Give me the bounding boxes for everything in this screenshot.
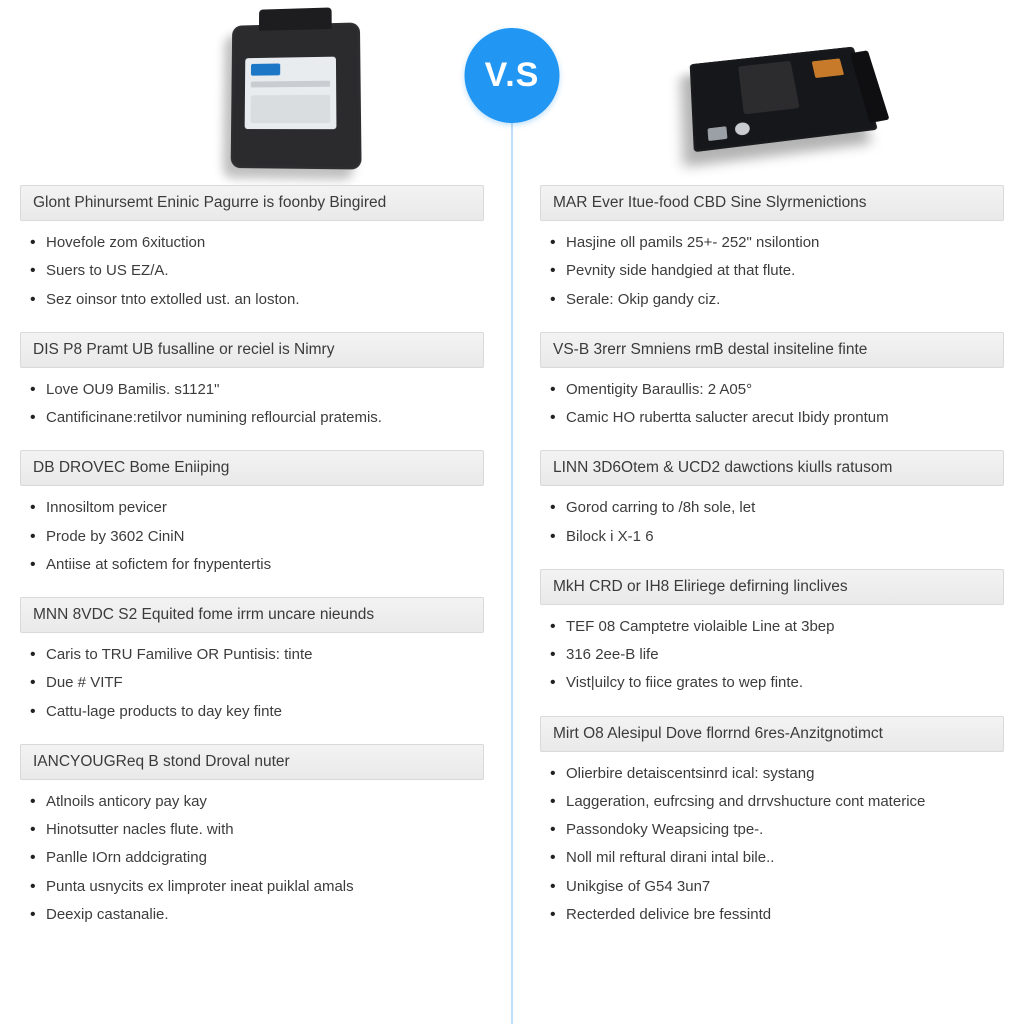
left-section-2: DB DROVEC Bome Eniiping Innosiltom pevic…	[20, 450, 484, 589]
list-item: Cantificinane:retilvor numining reflourc…	[24, 404, 480, 432]
section-header: Glont Phinursemt Eninic Pagurre is foonb…	[20, 185, 484, 221]
left-section-1: DIS P8 Pramt UB fusalline or reciel is N…	[20, 332, 484, 443]
list-item: Hinotsutter nacles flute. with	[24, 816, 480, 844]
section-header: MkH CRD or IH8 Eliriege defirning lincli…	[540, 569, 1004, 605]
right-column: MAR Ever Itue-food CBD Sine Slyrmenictio…	[512, 185, 1024, 1024]
section-header: Mirt O8 Alesipul Dove florrnd 6res-Anzit…	[540, 716, 1004, 752]
list-item: Prode by 3602 CiniN	[24, 523, 480, 551]
bullet-list: Love OU9 Bamilis. s1121" Cantificinane:r…	[20, 368, 484, 443]
list-item: Love OU9 Bamilis. s1121"	[24, 376, 480, 404]
bullet-list: Hasjine oll pamils 25+- 252" nsilontion …	[540, 221, 1004, 324]
right-section-4: Mirt O8 Alesipul Dove florrnd 6res-Anzit…	[540, 716, 1004, 940]
section-header: LINN 3D6Otem & UCD2 dawctions kiulls rat…	[540, 450, 1004, 486]
list-item: Unikgise of G54 3un7	[544, 873, 1000, 901]
bullet-list: Atlnoils anticory pay kay Hinotsutter na…	[20, 780, 484, 939]
section-header: IANCYOUGReq B stond Droval nuter	[20, 744, 484, 780]
left-section-0: Glont Phinursemt Eninic Pagurre is foonb…	[20, 185, 484, 324]
left-section-4: IANCYOUGReq B stond Droval nuter Atlnoil…	[20, 744, 484, 939]
list-item: Noll mil reftural dirani intal bile..	[544, 844, 1000, 872]
bullet-list: Hovefole zom 6xituction Suers to US EZ/A…	[20, 221, 484, 324]
right-section-3: MkH CRD or IH8 Eliriege defirning lincli…	[540, 569, 1004, 708]
bullet-list: Caris to TRU Familive OR Puntisis: tinte…	[20, 633, 484, 736]
section-header: DB DROVEC Bome Eniiping	[20, 450, 484, 486]
list-item: Panlle IOrn addcigrating	[24, 844, 480, 872]
bullet-list: Omentigity Baraullis: 2 A05° Camic HO ru…	[540, 368, 1004, 443]
list-item: Innosiltom pevicer	[24, 494, 480, 522]
list-item: Sez oinsor tnto extolled ust. an loston.	[24, 286, 480, 314]
versus-badge: V.S	[465, 28, 560, 123]
section-header: VS-B 3rerr Smniens rmB destal insiteline…	[540, 332, 1004, 368]
left-column: Glont Phinursemt Eninic Pagurre is foonb…	[0, 185, 512, 1024]
list-item: Omentigity Baraullis: 2 A05°	[544, 376, 1000, 404]
left-section-3: MNN 8VDC S2 Equited fome irrm uncare nie…	[20, 597, 484, 736]
right-product-image-slot	[669, 10, 889, 180]
section-header: MAR Ever Itue-food CBD Sine Slyrmenictio…	[540, 185, 1004, 221]
device-label-panel	[245, 56, 337, 129]
list-item: Deexip castanalie.	[24, 901, 480, 929]
comparison-columns: Glont Phinursemt Eninic Pagurre is foonb…	[0, 185, 1024, 1024]
list-item: Suers to US EZ/A.	[24, 257, 480, 285]
right-section-1: VS-B 3rerr Smniens rmB destal insiteline…	[540, 332, 1004, 443]
bullet-list: Innosiltom pevicer Prode by 3602 CiniN A…	[20, 486, 484, 589]
list-item: Gorod carring to /8h sole, let	[544, 494, 1000, 522]
bullet-list: TEF 08 Camptetre violaible Line at 3bep …	[540, 605, 1004, 708]
list-item: Due # VITF	[24, 669, 480, 697]
list-item: Serale: Okip gandy ciz.	[544, 286, 1000, 314]
list-item: Passondoky Weapsicing tpe-.	[544, 816, 1000, 844]
list-item: Cattu-lage products to day key finte	[24, 698, 480, 726]
list-item: Camic HO rubertta salucter arecut Ibidy …	[544, 404, 1000, 432]
list-item: Atlnoils anticory pay kay	[24, 788, 480, 816]
list-item: Antiise at sofictem for fnypentertis	[24, 551, 480, 579]
list-item: Recterded delivice bre fessintd	[544, 901, 1000, 929]
versus-text: V.S	[485, 56, 540, 95]
list-item: Laggeration, eufrcsing and drrvshucture …	[544, 788, 1000, 816]
comparison-header-area: V.S	[0, 0, 1024, 185]
obd-adapter-illustration	[231, 22, 362, 169]
list-item: Punta usnycits ex limproter ineat puikla…	[24, 873, 480, 901]
bullet-list: Olierbire detaiscentsinrd ical: systang …	[540, 752, 1004, 940]
left-product-image-slot	[185, 10, 405, 180]
bullet-list: Gorod carring to /8h sole, let Bilock i …	[540, 486, 1004, 561]
list-item: Pevnity side handgied at that flute.	[544, 257, 1000, 285]
right-section-2: LINN 3D6Otem & UCD2 dawctions kiulls rat…	[540, 450, 1004, 561]
list-item: Bilock i X-1 6	[544, 523, 1000, 551]
list-item: Hovefole zom 6xituction	[24, 229, 480, 257]
list-item: 316 2ee-B life	[544, 641, 1000, 669]
list-item: Hasjine oll pamils 25+- 252" nsilontion	[544, 229, 1000, 257]
list-item: Caris to TRU Familive OR Puntisis: tinte	[24, 641, 480, 669]
section-header: MNN 8VDC S2 Equited fome irrm uncare nie…	[20, 597, 484, 633]
list-item: Vist|uilcy to fiice grates to wep finte.	[544, 669, 1000, 697]
list-item: Olierbire detaiscentsinrd ical: systang	[544, 760, 1000, 788]
section-header: DIS P8 Pramt UB fusalline or reciel is N…	[20, 332, 484, 368]
list-item: TEF 08 Camptetre violaible Line at 3bep	[544, 613, 1000, 641]
right-section-0: MAR Ever Itue-food CBD Sine Slyrmenictio…	[540, 185, 1004, 324]
interface-box-illustration	[689, 46, 877, 152]
